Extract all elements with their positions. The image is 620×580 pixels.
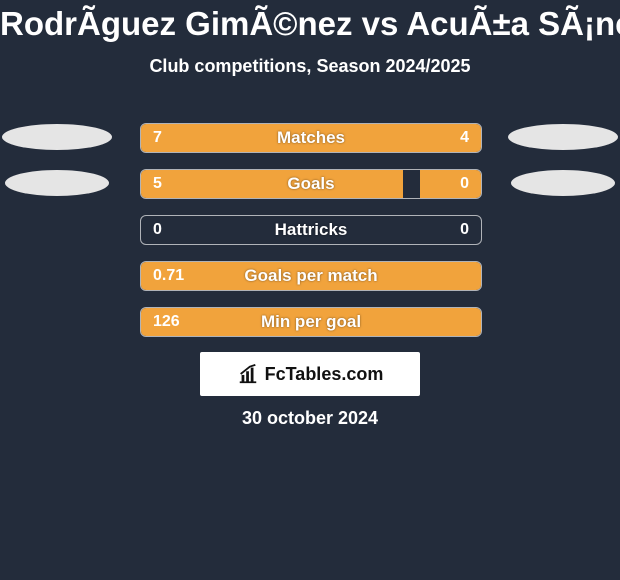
- stat-rows: Matches74 Goals50 Hattricks0 0 Goals per mat…: [0, 122, 620, 352]
- stat-row: Goals50: [0, 168, 620, 198]
- player-mark-right: [508, 124, 618, 150]
- stat-bar: Hattricks0 0: [140, 215, 482, 245]
- stat-row: Matches74: [0, 122, 620, 152]
- bar-fill-right: [420, 170, 481, 198]
- bar-fill-right: [357, 124, 481, 152]
- bar-fill-left: [141, 170, 403, 198]
- player-mark-right: [511, 170, 615, 196]
- stat-row: Min per goal126: [0, 306, 620, 336]
- date-text: 30 october 2024: [0, 408, 620, 429]
- stat-bar: Goals50: [140, 169, 482, 199]
- bar-fill-left: [141, 124, 357, 152]
- stat-value-right: 0: [460, 216, 469, 244]
- stat-bar: Matches74: [140, 123, 482, 153]
- subtitle: Club competitions, Season 2024/2025: [0, 56, 620, 77]
- bar-fill-left: [141, 308, 481, 336]
- stat-row: Goals per match0.71: [0, 260, 620, 290]
- player-mark-left: [2, 124, 112, 150]
- stat-row: Hattricks0 0: [0, 214, 620, 244]
- comparison-infographic: RodrÃ­guez GimÃ©nez vs AcuÃ±a SÃ¡nchez C…: [0, 0, 620, 580]
- branding-chart-icon: [237, 363, 259, 385]
- player-mark-left: [5, 170, 109, 196]
- page-title: RodrÃ­guez GimÃ©nez vs AcuÃ±a SÃ¡nchez: [0, 0, 620, 44]
- branding-badge: FcTables.com: [200, 352, 420, 396]
- stat-value-left: 0: [153, 216, 162, 244]
- stat-bar: Min per goal126: [140, 307, 482, 337]
- branding-text: FcTables.com: [265, 364, 384, 385]
- stat-bar: Goals per match0.71: [140, 261, 482, 291]
- bar-fill-left: [141, 262, 481, 290]
- stat-label: Hattricks: [141, 216, 481, 244]
